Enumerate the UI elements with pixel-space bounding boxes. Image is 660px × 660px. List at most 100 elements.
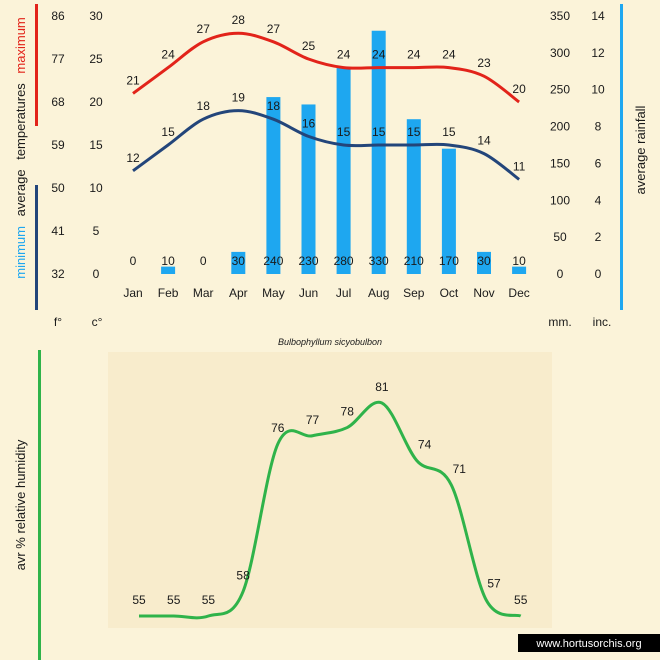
- minimum-label: minimum: [13, 226, 28, 279]
- rainfall-label: 30: [232, 254, 246, 268]
- minimum-label-value: 12: [126, 151, 140, 165]
- inch-unit: inc.: [593, 315, 612, 329]
- celsius-tick: 10: [89, 181, 103, 195]
- month-label: Jul: [336, 286, 351, 300]
- mm-tick: 0: [557, 267, 564, 281]
- mm-unit: mm.: [548, 315, 571, 329]
- average-label: average: [13, 169, 28, 216]
- minimum-label-value: 15: [442, 125, 456, 139]
- celsius-tick: 20: [89, 95, 103, 109]
- maximum-label-value: 25: [302, 39, 316, 53]
- maximum-label-value: 20: [512, 82, 526, 96]
- inch-tick: 6: [595, 156, 602, 170]
- celsius-tick: 0: [93, 267, 100, 281]
- rainfall-label: 10: [161, 254, 175, 268]
- humidity-label: 55: [202, 593, 216, 607]
- rainfall-bar: [477, 251, 491, 274]
- humidity-label: 78: [341, 405, 355, 419]
- mm-tick: 250: [550, 83, 570, 97]
- right-axis-title: average rainfall: [633, 105, 648, 194]
- celsius-tick: 5: [93, 224, 100, 238]
- month-label: Jun: [299, 286, 318, 300]
- minimum-label-value: 15: [161, 125, 175, 139]
- humidity-labels: 55 55 55 58 76 77 78 81 74 71 57 55: [132, 380, 527, 607]
- rainfall-bar: [301, 104, 316, 274]
- humidity-label: 77: [306, 413, 320, 427]
- fahrenheit-tick: 77: [51, 52, 65, 66]
- maximum-label-value: 24: [442, 48, 456, 62]
- humidity-label: 71: [453, 462, 467, 476]
- maximum-label-value: 24: [337, 48, 351, 62]
- fahrenheit-tick: 41: [51, 224, 65, 238]
- rainfall-label: 170: [439, 254, 459, 268]
- month-label: Dec: [508, 286, 529, 300]
- maximum-label-value: 28: [232, 13, 246, 27]
- mm-tick: 150: [550, 156, 570, 170]
- minimum-label-value: 11: [513, 159, 526, 173]
- celsius-tick: 15: [89, 138, 103, 152]
- celsius-tick: 30: [89, 9, 103, 23]
- fahrenheit-ticks: 32 41 50 59 68 77 86: [51, 9, 65, 281]
- rainfall-bar: [266, 97, 281, 274]
- month-label: Nov: [473, 286, 494, 300]
- temperatures-label: temperatures: [13, 83, 28, 160]
- maximum-label-value: 24: [372, 48, 386, 62]
- fahrenheit-tick: 32: [51, 267, 65, 281]
- inch-tick: 10: [591, 83, 605, 97]
- humidity-label: 58: [236, 568, 250, 582]
- humidity-label: 55: [132, 593, 146, 607]
- celsius-tick: 25: [89, 52, 103, 66]
- maximum-label-value: 27: [197, 22, 211, 36]
- inch-tick: 14: [591, 9, 605, 23]
- mm-tick: 50: [553, 230, 567, 244]
- rainfall-bar: [512, 266, 527, 274]
- mm-tick: 300: [550, 46, 570, 60]
- maximum-label-value: 21: [126, 73, 140, 87]
- humidity-label: 55: [514, 593, 528, 607]
- rainfall-label: 280: [334, 254, 354, 268]
- inch-tick: 0: [595, 267, 602, 281]
- left-axis-title: minimum average temperatures maximum: [13, 17, 28, 279]
- celsius-ticks: 0 5 10 15 20 25 30: [89, 9, 103, 281]
- rainfall-label: 30: [477, 254, 491, 268]
- rainfall-label: 0: [130, 254, 137, 268]
- month-label: Oct: [440, 286, 459, 300]
- minimum-line: [132, 109, 521, 181]
- watermark: www.hortusorchis.org: [535, 638, 641, 650]
- month-label: Mar: [193, 286, 214, 300]
- minimum-label-value: 15: [337, 125, 351, 139]
- rainfall-label: 10: [512, 254, 526, 268]
- left-axis-bar-min: [35, 185, 38, 310]
- inch-tick: 12: [591, 46, 605, 60]
- minimum-label-value: 14: [477, 134, 491, 148]
- inch-tick: 4: [595, 193, 602, 207]
- humidity-label: 57: [487, 577, 501, 591]
- humidity-plot-area: [108, 352, 552, 628]
- humidity-axis-title: avr % relative humidity: [13, 439, 28, 570]
- maximum-label: maximum: [13, 17, 28, 73]
- top-plot-area: [117, 4, 538, 300]
- month-label: Feb: [158, 286, 179, 300]
- maximum-line: [132, 31, 521, 104]
- left-axis-bar-max: [35, 4, 38, 126]
- celsius-unit: c°: [92, 315, 103, 329]
- humidity-label: 55: [167, 593, 181, 607]
- fahrenheit-unit: f°: [54, 315, 62, 329]
- minimum-label-value: 15: [372, 125, 386, 139]
- rainfall-bar: [441, 148, 456, 274]
- maximum-label-value: 23: [477, 56, 491, 70]
- minimum-label-value: 19: [232, 91, 246, 105]
- inch-tick: 8: [595, 120, 602, 134]
- mm-ticks: 0 50 100 150 200 250 300 350: [550, 9, 570, 281]
- rainfall-labels: 0 10 0 30 240 230 280 330 210 170 30 10: [130, 254, 526, 268]
- minimum-label-value: 18: [267, 99, 281, 113]
- fahrenheit-tick: 50: [51, 181, 65, 195]
- maximum-labels: 21 24 27 28 27 25 24 24 24 24 23 20: [126, 13, 526, 96]
- rainfall-bars: [161, 30, 527, 274]
- month-label: Jan: [123, 286, 142, 300]
- mm-tick: 350: [550, 9, 570, 23]
- rainfall-label: 330: [369, 254, 389, 268]
- rainfall-bar: [406, 119, 421, 274]
- rainfall-bar: [231, 251, 246, 274]
